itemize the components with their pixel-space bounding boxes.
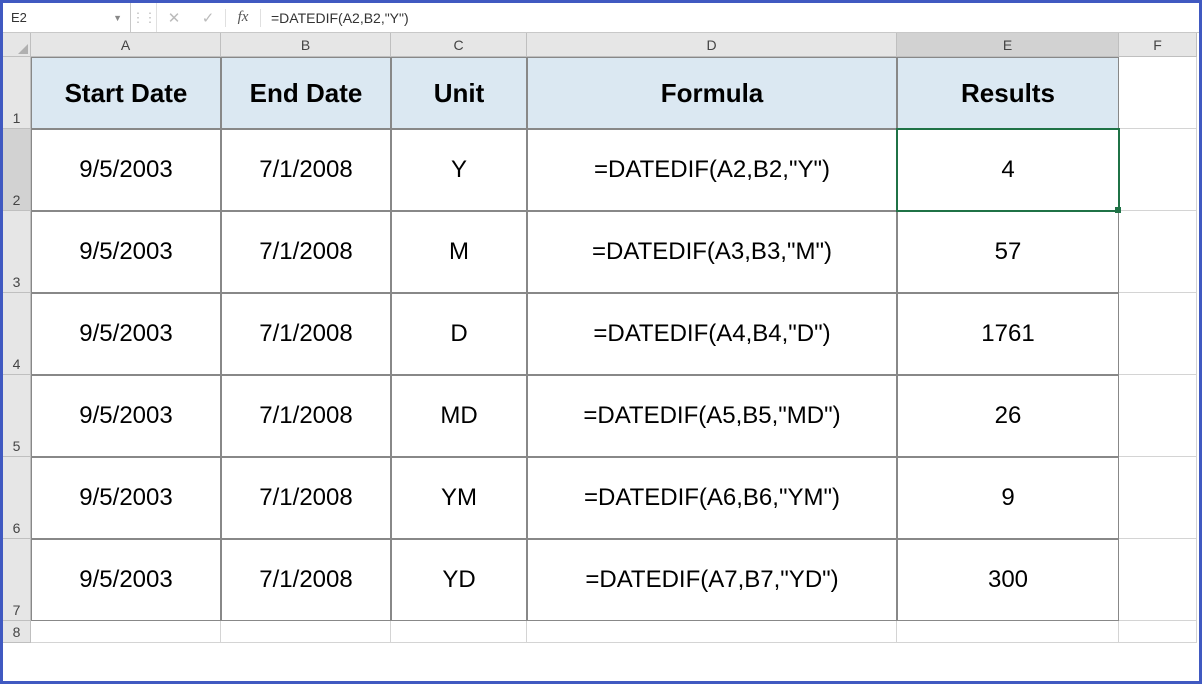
cell-end[interactable]: 7/1/2008: [221, 457, 391, 539]
cell-start[interactable]: 9/5/2003: [31, 211, 221, 293]
table-row: 7 9/5/2003 7/1/2008 YD =DATEDIF(A7,B7,"Y…: [3, 539, 1199, 621]
cell-formula[interactable]: =DATEDIF(A6,B6,"YM"): [527, 457, 897, 539]
cell-start[interactable]: 9/5/2003: [31, 539, 221, 621]
col-header-f[interactable]: F: [1119, 33, 1197, 57]
header-formula[interactable]: Formula: [527, 57, 897, 129]
cell-empty[interactable]: [1119, 57, 1197, 129]
cell-formula[interactable]: =DATEDIF(A7,B7,"YD"): [527, 539, 897, 621]
cell-start[interactable]: 9/5/2003: [31, 375, 221, 457]
formula-input[interactable]: =DATEDIF(A2,B2,"Y"): [261, 10, 1199, 26]
formula-bar-grip-icon: ⋮⋮: [131, 3, 157, 32]
header-start-date[interactable]: Start Date: [31, 57, 221, 129]
cell-empty[interactable]: [31, 621, 221, 643]
cell-result[interactable]: 57: [897, 211, 1119, 293]
cell-empty[interactable]: [1119, 129, 1197, 211]
row-header-5[interactable]: 5: [3, 375, 31, 457]
cell-unit[interactable]: YD: [391, 539, 527, 621]
cell-empty[interactable]: [897, 621, 1119, 643]
cell-empty[interactable]: [1119, 375, 1197, 457]
cell-empty[interactable]: [391, 621, 527, 643]
cell-unit[interactable]: Y: [391, 129, 527, 211]
row-header-3[interactable]: 3: [3, 211, 31, 293]
table-row: 8: [3, 621, 1199, 643]
col-header-a[interactable]: A: [31, 33, 221, 57]
cell-result[interactable]: 26: [897, 375, 1119, 457]
row-header-7[interactable]: 7: [3, 539, 31, 621]
enter-icon[interactable]: ✓: [191, 3, 225, 32]
col-header-c[interactable]: C: [391, 33, 527, 57]
col-header-e[interactable]: E: [897, 33, 1119, 57]
cell-start[interactable]: 9/5/2003: [31, 457, 221, 539]
cell-unit[interactable]: YM: [391, 457, 527, 539]
cell-result[interactable]: 9: [897, 457, 1119, 539]
column-headers: A B C D E F: [31, 33, 1197, 57]
table-row: 4 9/5/2003 7/1/2008 D =DATEDIF(A4,B4,"D"…: [3, 293, 1199, 375]
cell-formula[interactable]: =DATEDIF(A2,B2,"Y"): [527, 129, 897, 211]
col-header-b[interactable]: B: [221, 33, 391, 57]
formula-bar: E2 ▼ ⋮⋮ ✕ ✓ fx =DATEDIF(A2,B2,"Y"): [3, 3, 1199, 33]
cell-formula[interactable]: =DATEDIF(A4,B4,"D"): [527, 293, 897, 375]
cell-unit[interactable]: D: [391, 293, 527, 375]
cell-result-selected[interactable]: 4: [897, 129, 1119, 211]
select-all-corner[interactable]: [3, 33, 31, 57]
cell-empty[interactable]: [221, 621, 391, 643]
cell-empty[interactable]: [1119, 211, 1197, 293]
table-row: 5 9/5/2003 7/1/2008 MD =DATEDIF(A5,B5,"M…: [3, 375, 1199, 457]
header-end-date[interactable]: End Date: [221, 57, 391, 129]
cell-start[interactable]: 9/5/2003: [31, 129, 221, 211]
cell-empty[interactable]: [1119, 621, 1197, 643]
col-header-d[interactable]: D: [527, 33, 897, 57]
header-results[interactable]: Results: [897, 57, 1119, 129]
row-header-6[interactable]: 6: [3, 457, 31, 539]
cell-empty[interactable]: [527, 621, 897, 643]
cell-unit[interactable]: MD: [391, 375, 527, 457]
cell-formula[interactable]: =DATEDIF(A5,B5,"MD"): [527, 375, 897, 457]
cell-result[interactable]: 300: [897, 539, 1119, 621]
table-row: 1 Start Date End Date Unit Formula Resul…: [3, 57, 1199, 129]
worksheet-grid: A B C D E F 1 Start Date End Date Unit F…: [3, 33, 1199, 681]
cell-end[interactable]: 7/1/2008: [221, 539, 391, 621]
cell-result[interactable]: 1761: [897, 293, 1119, 375]
cell-end[interactable]: 7/1/2008: [221, 211, 391, 293]
cell-unit[interactable]: M: [391, 211, 527, 293]
cell-end[interactable]: 7/1/2008: [221, 129, 391, 211]
cell-formula[interactable]: =DATEDIF(A3,B3,"M"): [527, 211, 897, 293]
cell-empty[interactable]: [1119, 457, 1197, 539]
cell-empty[interactable]: [1119, 293, 1197, 375]
header-unit[interactable]: Unit: [391, 57, 527, 129]
row-header-2[interactable]: 2: [3, 129, 31, 211]
row-header-8[interactable]: 8: [3, 621, 31, 643]
table-row: 2 9/5/2003 7/1/2008 Y =DATEDIF(A2,B2,"Y"…: [3, 129, 1199, 211]
name-box-dropdown-icon[interactable]: ▼: [113, 13, 122, 23]
table-row: 3 9/5/2003 7/1/2008 M =DATEDIF(A3,B3,"M"…: [3, 211, 1199, 293]
row-header-4[interactable]: 4: [3, 293, 31, 375]
cell-empty[interactable]: [1119, 539, 1197, 621]
fx-icon[interactable]: fx: [226, 3, 260, 32]
cell-end[interactable]: 7/1/2008: [221, 375, 391, 457]
cell-start[interactable]: 9/5/2003: [31, 293, 221, 375]
row-header-1[interactable]: 1: [3, 57, 31, 129]
cancel-icon[interactable]: ✕: [157, 3, 191, 32]
table-row: 6 9/5/2003 7/1/2008 YM =DATEDIF(A6,B6,"Y…: [3, 457, 1199, 539]
name-box[interactable]: E2 ▼: [3, 3, 131, 32]
name-box-value: E2: [11, 10, 109, 25]
fill-handle[interactable]: [1115, 207, 1121, 213]
cell-end[interactable]: 7/1/2008: [221, 293, 391, 375]
